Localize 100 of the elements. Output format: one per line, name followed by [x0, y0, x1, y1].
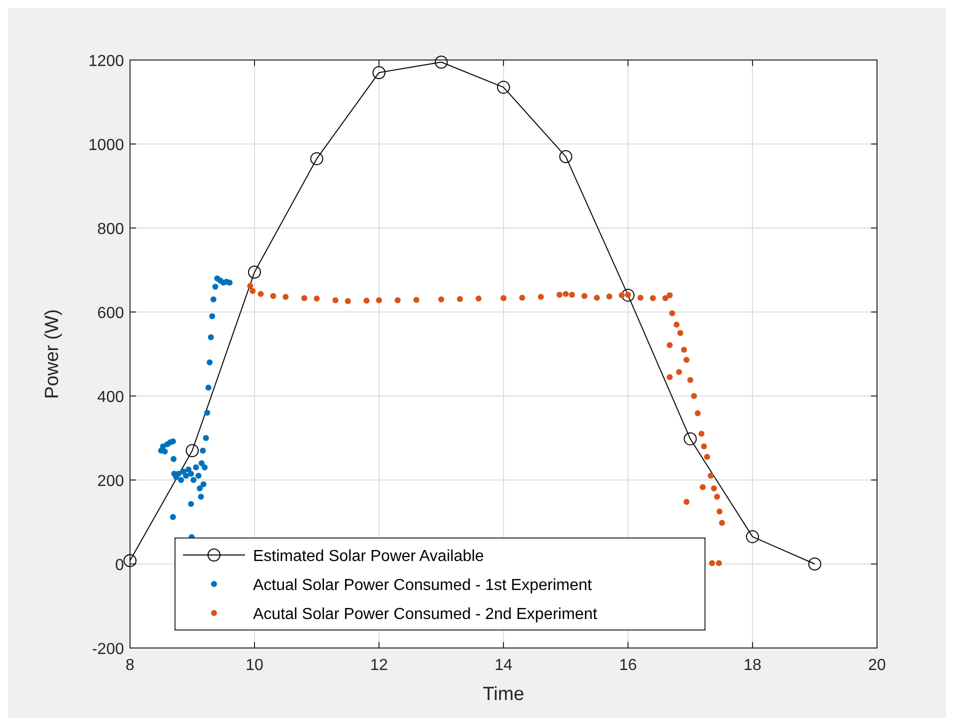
legend-label: Estimated Solar Power Available: [253, 548, 484, 565]
point: [364, 298, 370, 304]
point: [681, 346, 688, 353]
point: [716, 560, 722, 566]
point: [202, 435, 209, 441]
point: [709, 560, 716, 566]
point: [195, 472, 202, 479]
point: [700, 443, 707, 450]
y-tick-label: 200: [97, 473, 124, 490]
point: [210, 296, 216, 302]
point: [247, 282, 254, 289]
y-tick-label: 800: [97, 221, 124, 238]
point: [808, 558, 822, 570]
point: [332, 297, 338, 304]
point: [666, 292, 673, 298]
point: [500, 295, 506, 302]
point: [708, 472, 714, 479]
point: [594, 294, 600, 301]
point: [248, 266, 261, 279]
point: [698, 430, 704, 437]
point: [677, 330, 684, 336]
point: [250, 288, 256, 294]
point: [344, 298, 351, 304]
point: [700, 484, 706, 490]
point: [188, 500, 194, 507]
y-tick-label: 1200: [88, 53, 124, 70]
point: [372, 66, 386, 80]
point: [687, 377, 694, 384]
point: [497, 80, 510, 94]
point: [684, 356, 690, 363]
point: [684, 498, 690, 505]
y-tick-label: 400: [97, 389, 124, 406]
point: [650, 295, 656, 302]
point: [674, 322, 680, 328]
point: [690, 393, 697, 399]
x-tick-label: 18: [744, 657, 762, 674]
point: [718, 520, 725, 526]
point: [456, 296, 463, 302]
point: [314, 296, 320, 302]
point: [666, 342, 673, 348]
point: [662, 295, 668, 302]
y-axis-title: Power (W): [42, 309, 63, 399]
y-tick-label: 0: [115, 557, 124, 574]
point: [538, 294, 544, 300]
point: [581, 293, 588, 300]
x-tick-label: 16: [619, 657, 637, 674]
x-tick-label: 14: [494, 657, 512, 674]
point: [190, 477, 196, 483]
point: [212, 284, 218, 290]
point: [413, 296, 420, 303]
point: [186, 466, 192, 472]
point: [204, 410, 210, 416]
point: [704, 454, 710, 460]
point: [519, 294, 526, 301]
x-tick-label: 12: [370, 657, 388, 674]
point: [438, 296, 444, 302]
point: [434, 56, 448, 69]
legend-label: Actual Solar Power Consumed - 1st Experiment: [253, 577, 592, 594]
point: [192, 464, 199, 470]
point: [716, 508, 723, 514]
point: [476, 296, 482, 302]
point: [183, 472, 190, 479]
point: [710, 485, 717, 492]
point: [376, 297, 382, 304]
point: [226, 280, 233, 286]
point: [202, 464, 208, 470]
point: [622, 288, 634, 302]
point: [606, 293, 612, 300]
y-tick-label: -200: [92, 641, 124, 658]
point: [205, 384, 212, 391]
point: [170, 514, 176, 520]
point: [200, 481, 206, 488]
point: [310, 152, 324, 166]
point: [176, 470, 182, 477]
point: [208, 334, 214, 340]
point: [562, 290, 569, 297]
point: [637, 294, 644, 301]
point: [394, 297, 401, 304]
point: [124, 554, 136, 568]
point: [568, 292, 575, 298]
point: [301, 295, 308, 302]
x-tick-label: 10: [246, 657, 264, 674]
point: [676, 369, 682, 376]
point: [684, 432, 697, 446]
point: [198, 460, 205, 466]
point: [559, 150, 572, 164]
point: [200, 448, 206, 454]
y-tick-label: 600: [97, 305, 124, 322]
point: [694, 410, 701, 416]
point: [282, 294, 289, 300]
x-tick-label: 8: [126, 657, 135, 674]
point: [186, 444, 199, 458]
point: [198, 494, 204, 500]
point: [170, 456, 177, 462]
point: [188, 470, 194, 477]
point: [666, 374, 673, 380]
y-tick-label: 1000: [88, 137, 124, 154]
point: [669, 310, 676, 316]
point: [270, 293, 276, 300]
point: [714, 494, 720, 500]
